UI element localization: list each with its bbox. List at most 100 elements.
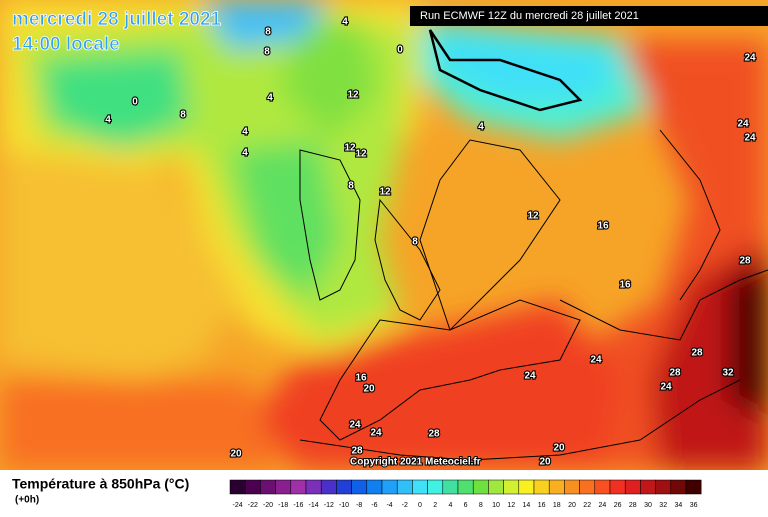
contour-label: 24 [660, 382, 672, 393]
contour-label: 12 [347, 90, 359, 101]
legend-tick: 22 [583, 502, 591, 509]
map-date: mercredi 28 juillet 2021 [12, 9, 222, 30]
legend-tick: 10 [492, 502, 500, 509]
legend-swatch [457, 479, 474, 495]
contour-label: 4 [342, 17, 348, 28]
legend-swatch [564, 479, 580, 495]
legend-swatch [579, 479, 596, 495]
legend-swatch [518, 479, 535, 495]
map [0, 0, 768, 470]
legend-swatch [640, 479, 656, 495]
legend-tick: 14 [523, 502, 531, 509]
legend-swatch [594, 479, 611, 495]
run-info: Run ECMWF 12Z du mercredi 28 juillet 202… [420, 10, 639, 22]
contour-label: 24 [744, 53, 756, 64]
legend-step: (+0h) [15, 495, 39, 506]
legend-title: Température à 850hPa (°C) [12, 476, 189, 492]
legend-swatch [442, 479, 459, 495]
legend-swatch [381, 479, 398, 495]
contour-label: 28 [691, 348, 703, 359]
contour-label: 20 [363, 384, 375, 395]
legend-tick: 12 [507, 502, 515, 509]
legend-swatch [396, 479, 413, 495]
legend-tick: -8 [356, 502, 362, 509]
legend-swatch [290, 479, 307, 495]
contour-label: 4 [242, 148, 248, 159]
legend-tick: -20 [263, 502, 273, 509]
map-time: 14:00 locale [12, 34, 120, 55]
contour-label: 24 [349, 420, 361, 431]
contour-label: 28 [351, 446, 363, 457]
contour-label: 4 [478, 122, 484, 133]
legend-tick: -14 [309, 502, 319, 509]
legend-tick: -12 [324, 502, 334, 509]
copyright: Copyright 2021 Meteociel.fr [350, 457, 481, 468]
contour-label: 12 [344, 143, 356, 154]
legend-swatch [229, 479, 246, 495]
legend-tick: 36 [690, 502, 698, 509]
legend-tick: 0 [418, 502, 422, 509]
legend-swatch [336, 479, 352, 495]
legend-tick: 18 [553, 502, 561, 509]
contour-label: 16 [597, 221, 609, 232]
legend-tick: 6 [464, 502, 468, 509]
contour-label: 24 [590, 355, 602, 366]
contour-label: 4 [242, 127, 248, 138]
legend-tick: -18 [278, 502, 288, 509]
contour-label: 0 [397, 45, 403, 56]
legend-swatch [533, 479, 550, 495]
contour-label: 24 [737, 119, 749, 130]
legend-tick: 16 [538, 502, 546, 509]
legend-swatch [260, 479, 276, 495]
contour-label: 16 [619, 280, 631, 291]
contour-label: 8 [180, 110, 186, 121]
contour-label: 24 [744, 133, 756, 144]
contour-label: 8 [265, 27, 271, 38]
legend-swatch [548, 479, 565, 495]
legend-swatch [305, 479, 322, 495]
contour-label: 28 [669, 368, 681, 379]
legend-tick: 24 [599, 502, 607, 509]
contour-label: 0 [132, 97, 138, 108]
legend-tick: 8 [479, 502, 483, 509]
legend-swatch [412, 479, 428, 495]
legend-tick: -16 [293, 502, 303, 509]
legend-swatch [655, 479, 672, 495]
legend-swatch [503, 479, 520, 495]
contour-label: 28 [428, 429, 440, 440]
contour-label: 8 [348, 181, 354, 192]
legend-swatch [366, 479, 383, 495]
contour-label: 12 [527, 211, 539, 222]
contour-label: 24 [524, 371, 536, 382]
contour-label: 24 [370, 428, 382, 439]
legend-swatch [351, 479, 368, 495]
legend-swatch [275, 479, 292, 495]
legend-tick: 26 [614, 502, 622, 509]
legend-swatch [427, 479, 444, 495]
contour-label: 16 [355, 373, 367, 384]
legend-tick: 4 [448, 502, 452, 509]
contour-label: 28 [739, 256, 751, 267]
legend-tick: 32 [659, 502, 667, 509]
legend-swatch [472, 479, 489, 495]
contour-label: 12 [379, 187, 391, 198]
contour-label: 12 [355, 149, 367, 160]
contour-label: 32 [722, 368, 734, 379]
legend-tick: -2 [402, 502, 408, 509]
legend-swatch [685, 479, 702, 495]
legend-tick: 30 [644, 502, 652, 509]
legend-tick: 2 [433, 502, 437, 509]
legend-scale: -24 -22 -20 -18 -16 -14 -12 -10 -8 -6 -4 -2 0 2 4 6 8 10 1… [229, 479, 702, 509]
contour-label: 4 [267, 93, 273, 104]
legend-swatch [488, 479, 504, 495]
legend-swatch [609, 479, 626, 495]
contour-label: 8 [412, 237, 418, 248]
legend-tick: 28 [629, 502, 637, 509]
legend-swatch [624, 479, 641, 495]
legend-tick: -22 [248, 502, 258, 509]
legend-swatch [320, 479, 337, 495]
legend-tick: -4 [386, 502, 392, 509]
legend-tick: 20 [568, 502, 576, 509]
